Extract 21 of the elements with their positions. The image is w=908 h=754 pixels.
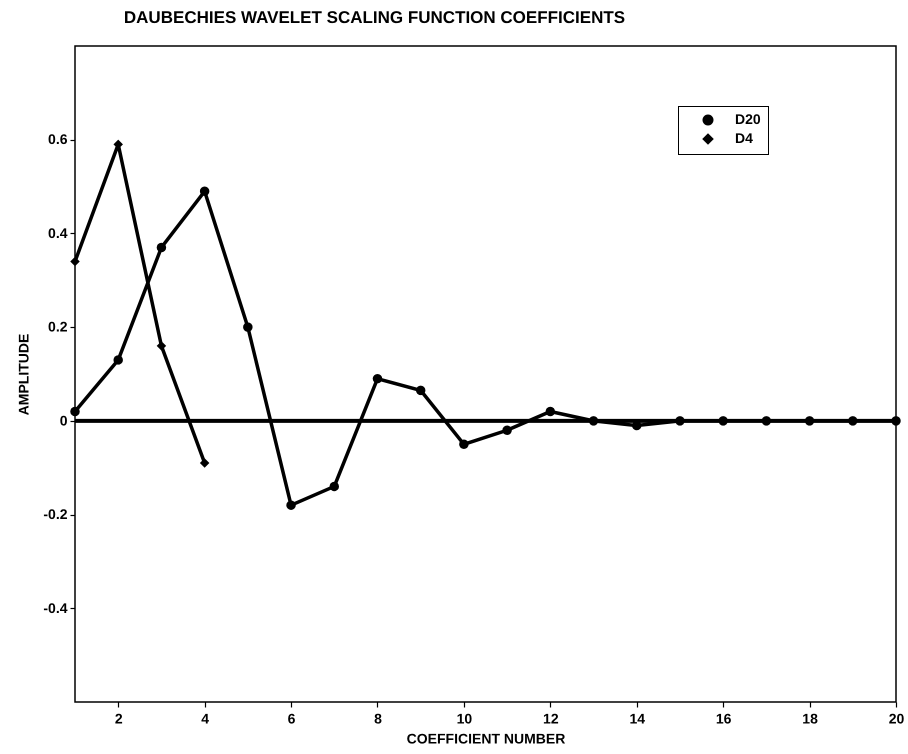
x-tick-label: 2 (114, 710, 123, 726)
x-tick-label: 10 (456, 710, 472, 726)
x-tick-label: 14 (629, 710, 646, 726)
x-tick-label: 6 (288, 710, 296, 726)
y-tick-label: 0.2 (48, 318, 68, 335)
y-tick-label: 0.6 (48, 131, 68, 148)
x-tick-label: 8 (374, 710, 382, 726)
x-tick-label: 16 (716, 710, 732, 726)
x-tick-label: 20 (888, 710, 904, 726)
y-tick-label: -0.2 (43, 506, 68, 522)
y-tick-label: 0.4 (48, 224, 68, 241)
chart-title: DAUBECHIES WAVELET SCALING FUNCTION COEFFICIENTS (124, 8, 626, 27)
legend-label: D4 (735, 130, 754, 146)
y-tick-label: 0 (60, 412, 68, 428)
x-tick-label: 12 (543, 710, 559, 726)
x-tick-label: 18 (802, 710, 818, 726)
y-axis-title: AMPLITUDE (15, 334, 32, 416)
y-tick-label: -0.4 (43, 600, 68, 616)
x-axis-title: COEFFICIENT NUMBER (406, 730, 566, 746)
legend-label: D20 (735, 111, 761, 127)
x-tick-label: 4 (201, 710, 210, 726)
